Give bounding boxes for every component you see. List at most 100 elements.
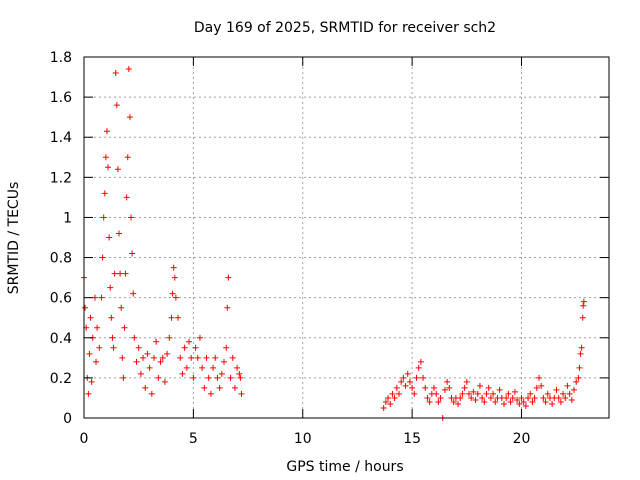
data-point [564, 382, 571, 389]
data-point [221, 358, 227, 365]
data-point [227, 374, 234, 381]
data-point [538, 382, 545, 389]
data-point [86, 350, 93, 357]
data-point [109, 334, 116, 341]
data-point [579, 314, 586, 321]
axis-ticks [83, 56, 609, 419]
data-point [544, 390, 551, 397]
data-point [196, 334, 203, 341]
data-point [483, 390, 490, 397]
data-point [101, 190, 108, 197]
data-point [441, 386, 448, 393]
data-point [485, 384, 492, 391]
data-point [406, 378, 413, 385]
data-point [505, 390, 512, 397]
data-point [450, 398, 457, 405]
x-tick-label: 15 [403, 431, 421, 447]
data-point [236, 370, 243, 377]
data-point [431, 384, 437, 391]
data-point [531, 394, 538, 401]
data-point [415, 364, 422, 371]
data-point [487, 394, 494, 401]
data-point [214, 374, 221, 381]
x-tick-label: 0 [80, 431, 89, 447]
data-point [125, 66, 132, 73]
data-point [474, 390, 481, 397]
data-point [110, 344, 117, 351]
data-point [457, 394, 464, 401]
data-point [130, 290, 137, 297]
x-tick-label: 20 [513, 431, 531, 447]
data-point [525, 394, 532, 401]
data-point [105, 164, 112, 171]
data-point [468, 394, 475, 401]
data-point [433, 390, 440, 397]
data-point [404, 370, 411, 377]
data-point [568, 396, 575, 403]
y-tick-label: 0 [63, 411, 72, 427]
data-point [555, 394, 562, 401]
data-point [481, 398, 488, 405]
data-point [148, 390, 155, 397]
data-point [122, 270, 129, 277]
y-tick-labels: 0 0.2 0.4 0.6 0.8 1 1.2 1.4 1.6 1.8 [50, 50, 72, 427]
data-point [111, 270, 118, 277]
data-point [571, 386, 577, 393]
data-point [216, 384, 223, 391]
data-point [203, 354, 210, 361]
data-point [190, 374, 197, 381]
data-point [175, 314, 182, 321]
y-tick-label: 1.6 [50, 90, 72, 106]
data-point [205, 374, 212, 381]
x-tick-label: 5 [189, 431, 198, 447]
data-point [120, 374, 127, 381]
data-point [116, 230, 122, 237]
y-tick-label: 0.4 [50, 331, 72, 347]
data-point [157, 358, 164, 365]
data-point [420, 374, 427, 381]
data-point [444, 378, 451, 385]
data-point [223, 344, 230, 351]
data-point [124, 154, 131, 161]
data-point [234, 364, 241, 371]
data-point [218, 370, 225, 377]
data-point [229, 354, 236, 361]
data-point [385, 394, 392, 401]
data-point [93, 358, 100, 365]
y-tick-label: 0.8 [50, 251, 72, 267]
data-point [398, 378, 405, 385]
data-point [126, 114, 133, 121]
data-point [107, 284, 114, 291]
data-point [179, 370, 186, 377]
data-point [553, 386, 560, 393]
data-point [562, 394, 569, 401]
data-point [492, 398, 499, 405]
data-point [514, 396, 521, 403]
chart-title: Day 169 of 2025, SRMTID for receiver sch… [194, 20, 496, 36]
data-point [573, 378, 580, 385]
data-point [396, 390, 402, 397]
data-point [102, 154, 109, 161]
data-point [435, 398, 442, 405]
data-point [119, 354, 126, 361]
data-point [509, 394, 516, 401]
data-point [389, 390, 396, 397]
data-point [117, 270, 124, 277]
data-point [169, 290, 176, 297]
data-point [172, 294, 179, 301]
data-point [409, 384, 416, 391]
data-point [159, 354, 166, 361]
data-point [121, 324, 128, 331]
data-point [129, 250, 136, 257]
data-point [580, 302, 587, 309]
data-point [578, 344, 585, 351]
data-point [380, 404, 387, 411]
data-point [186, 338, 192, 345]
data-point [146, 364, 153, 371]
data-point [411, 390, 418, 397]
data-point [402, 382, 409, 389]
data-point [238, 390, 245, 397]
x-axis-label: GPS time / hours [286, 459, 403, 475]
data-point [225, 274, 232, 281]
data-point [199, 364, 206, 371]
